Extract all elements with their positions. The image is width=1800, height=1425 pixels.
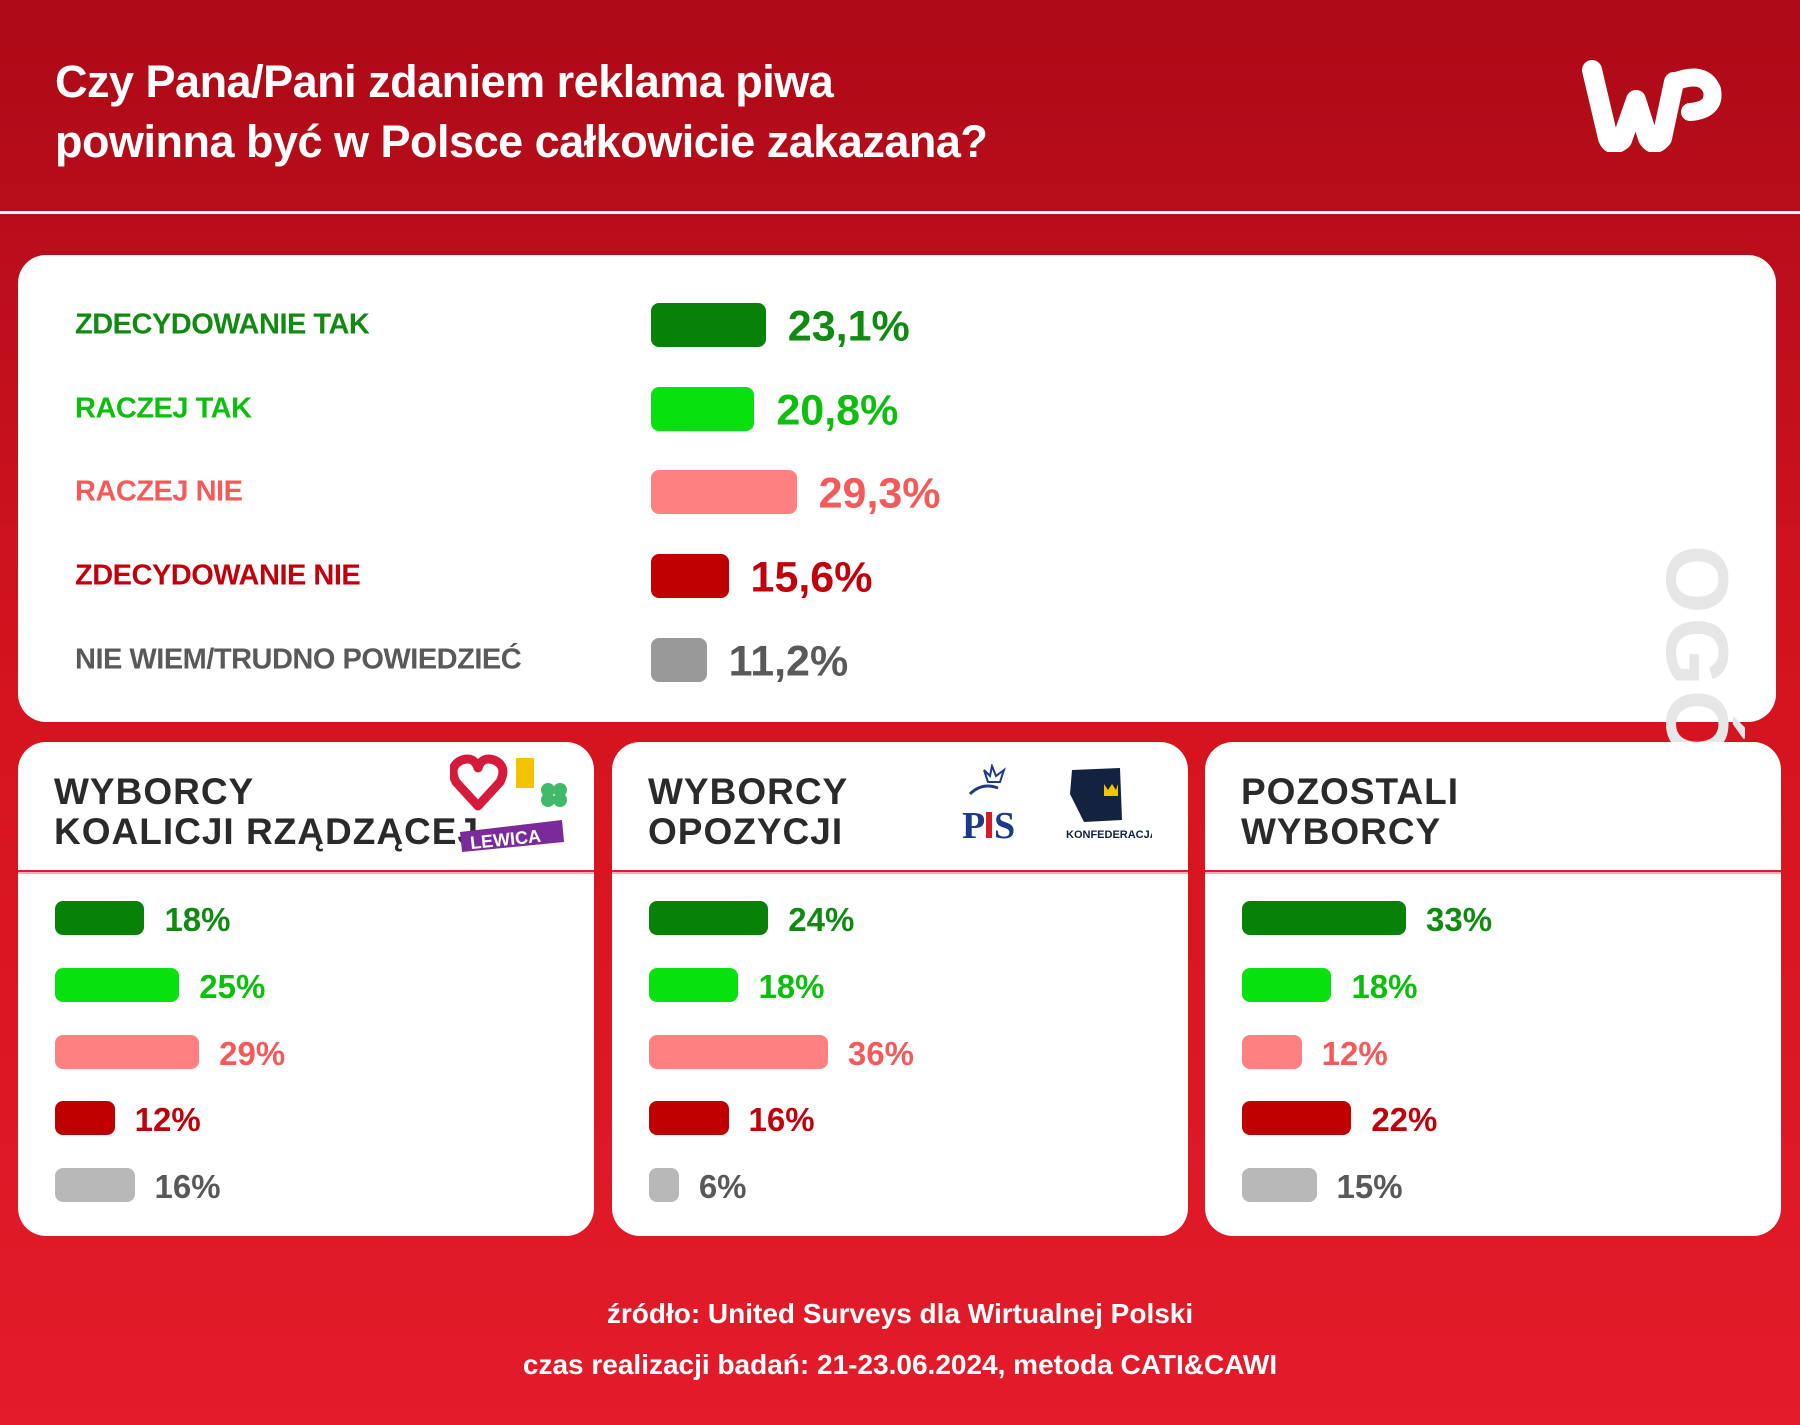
card-title: POZOSTALI WYBORCY bbox=[1241, 772, 1459, 852]
bar bbox=[1242, 1101, 1352, 1135]
bar bbox=[651, 554, 729, 598]
card-divider bbox=[1205, 870, 1781, 874]
bar bbox=[651, 387, 755, 431]
pis-logo: P S bbox=[962, 764, 1015, 844]
page-title: Czy Pana/Pani zdaniem reklama piwa powin… bbox=[55, 52, 988, 172]
card-divider bbox=[18, 870, 594, 874]
method-note: czas realizacji badań: 21-23.06.2024, me… bbox=[522, 1349, 1278, 1380]
title-line: KOALICJI RZĄDZĄCEJ bbox=[54, 811, 480, 852]
value-label: 15,6% bbox=[750, 553, 873, 602]
bar bbox=[649, 901, 769, 935]
bar bbox=[55, 901, 145, 935]
bar bbox=[649, 1035, 828, 1069]
svg-text:P: P bbox=[962, 805, 985, 844]
value-label: 33% bbox=[1426, 901, 1493, 938]
value-label: 15% bbox=[1336, 1168, 1403, 1205]
value-label: 25% bbox=[199, 968, 266, 1005]
bar bbox=[55, 1101, 115, 1135]
title-line: OPOZYCJI bbox=[648, 811, 844, 852]
bar bbox=[1242, 901, 1406, 935]
other-voters-card: POZOSTALI WYBORCY 33% 18% 12% 22% 15% bbox=[1205, 742, 1781, 1236]
bar bbox=[1242, 1035, 1302, 1069]
title-line: WYBORCY bbox=[1241, 811, 1442, 852]
value-label: 24% bbox=[788, 901, 855, 938]
category-label: ZDECYDOWANIE TAK bbox=[75, 308, 370, 341]
value-label: 12% bbox=[134, 1101, 201, 1138]
category-label: ZDECYDOWANIE NIE bbox=[75, 559, 361, 592]
value-label: 36% bbox=[847, 1035, 914, 1072]
coalition-voters-card: WYBORCY KOALICJI RZĄDZĄCEJ LEWICA 18% 25% 2… bbox=[18, 742, 594, 1236]
category-label: RACZEJ TAK bbox=[75, 392, 252, 425]
card-title: WYBORCY OPOZYCJI bbox=[648, 772, 848, 852]
value-label: 18% bbox=[758, 968, 825, 1005]
psl-clover-logo bbox=[541, 783, 567, 807]
bar bbox=[649, 968, 739, 1002]
value-label: 20,8% bbox=[776, 386, 899, 435]
value-label: 16% bbox=[748, 1101, 815, 1138]
header-divider bbox=[0, 211, 1800, 214]
value-label: 16% bbox=[154, 1168, 221, 1205]
bar bbox=[649, 1101, 729, 1135]
opposition-voters-card: WYBORCY OPOZYCJI P S KONFEDERACJA 24% 18% 3… bbox=[612, 742, 1188, 1236]
value-label: 18% bbox=[164, 901, 231, 938]
wp-logo bbox=[1582, 60, 1722, 152]
category-label: NIE WIEM/TRUDNO POWIEDZIEĆ bbox=[75, 643, 522, 676]
value-label: 11,2% bbox=[728, 637, 849, 686]
title-line-2: powinna być w Polsce całkowicie zakazana… bbox=[55, 116, 988, 167]
svg-text:KONFEDERACJA: KONFEDERACJA bbox=[1066, 829, 1152, 841]
card-title: WYBORCY KOALICJI RZĄDZĄCEJ bbox=[54, 772, 479, 852]
konfederacja-logo: KONFEDERACJA bbox=[1066, 768, 1152, 841]
coalition-party-logos: LEWICA bbox=[450, 754, 567, 853]
value-label: 12% bbox=[1321, 1035, 1388, 1072]
title-line: WYBORCY bbox=[54, 771, 255, 812]
bar bbox=[651, 470, 797, 514]
bar bbox=[651, 303, 766, 347]
title-line: POZOSTALI bbox=[1241, 771, 1459, 812]
opposition-party-logos: P S KONFEDERACJA bbox=[962, 764, 1152, 844]
title-line: WYBORCY bbox=[648, 771, 849, 812]
card-divider bbox=[612, 870, 1188, 874]
title-line-1: Czy Pana/Pani zdaniem reklama piwa bbox=[55, 56, 834, 107]
bar bbox=[55, 1035, 200, 1069]
value-label: 22% bbox=[1371, 1101, 1438, 1138]
value-label: 23,1% bbox=[787, 302, 910, 351]
value-label: 29% bbox=[219, 1035, 286, 1072]
category-label: RACZEJ NIE bbox=[75, 475, 243, 508]
svg-text:S: S bbox=[994, 805, 1015, 844]
bar bbox=[55, 1168, 135, 1202]
value-label: 29,3% bbox=[818, 469, 941, 518]
bar bbox=[649, 1168, 679, 1202]
lewica-logo bbox=[460, 820, 564, 852]
source-note: źródło: United Surveys dla Wirtualnej Po… bbox=[606, 1298, 1194, 1329]
value-label: 18% bbox=[1351, 968, 1418, 1005]
bar bbox=[1242, 968, 1332, 1002]
bar bbox=[55, 968, 180, 1002]
bar bbox=[1242, 1168, 1317, 1202]
2050-logo bbox=[516, 758, 534, 788]
ko-heart-logo bbox=[450, 754, 508, 811]
bar bbox=[651, 638, 707, 682]
value-label: 6% bbox=[698, 1168, 747, 1205]
